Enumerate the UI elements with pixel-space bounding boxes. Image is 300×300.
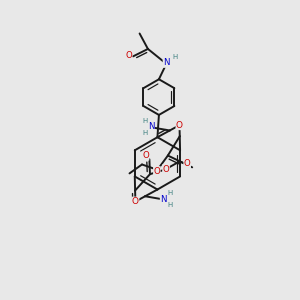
- Text: O: O: [154, 167, 160, 176]
- Text: H: H: [167, 190, 173, 196]
- Text: H: H: [142, 130, 147, 136]
- Text: N: N: [160, 195, 167, 204]
- Text: N: N: [148, 122, 154, 131]
- Text: O: O: [125, 51, 132, 60]
- Text: H: H: [172, 54, 177, 60]
- Text: H: H: [142, 118, 147, 124]
- Text: O: O: [132, 197, 139, 206]
- Text: O: O: [163, 165, 170, 174]
- Text: O: O: [142, 151, 149, 160]
- Text: N: N: [163, 58, 170, 68]
- Text: H: H: [167, 202, 173, 208]
- Text: O: O: [184, 159, 190, 168]
- Text: O: O: [176, 121, 183, 130]
